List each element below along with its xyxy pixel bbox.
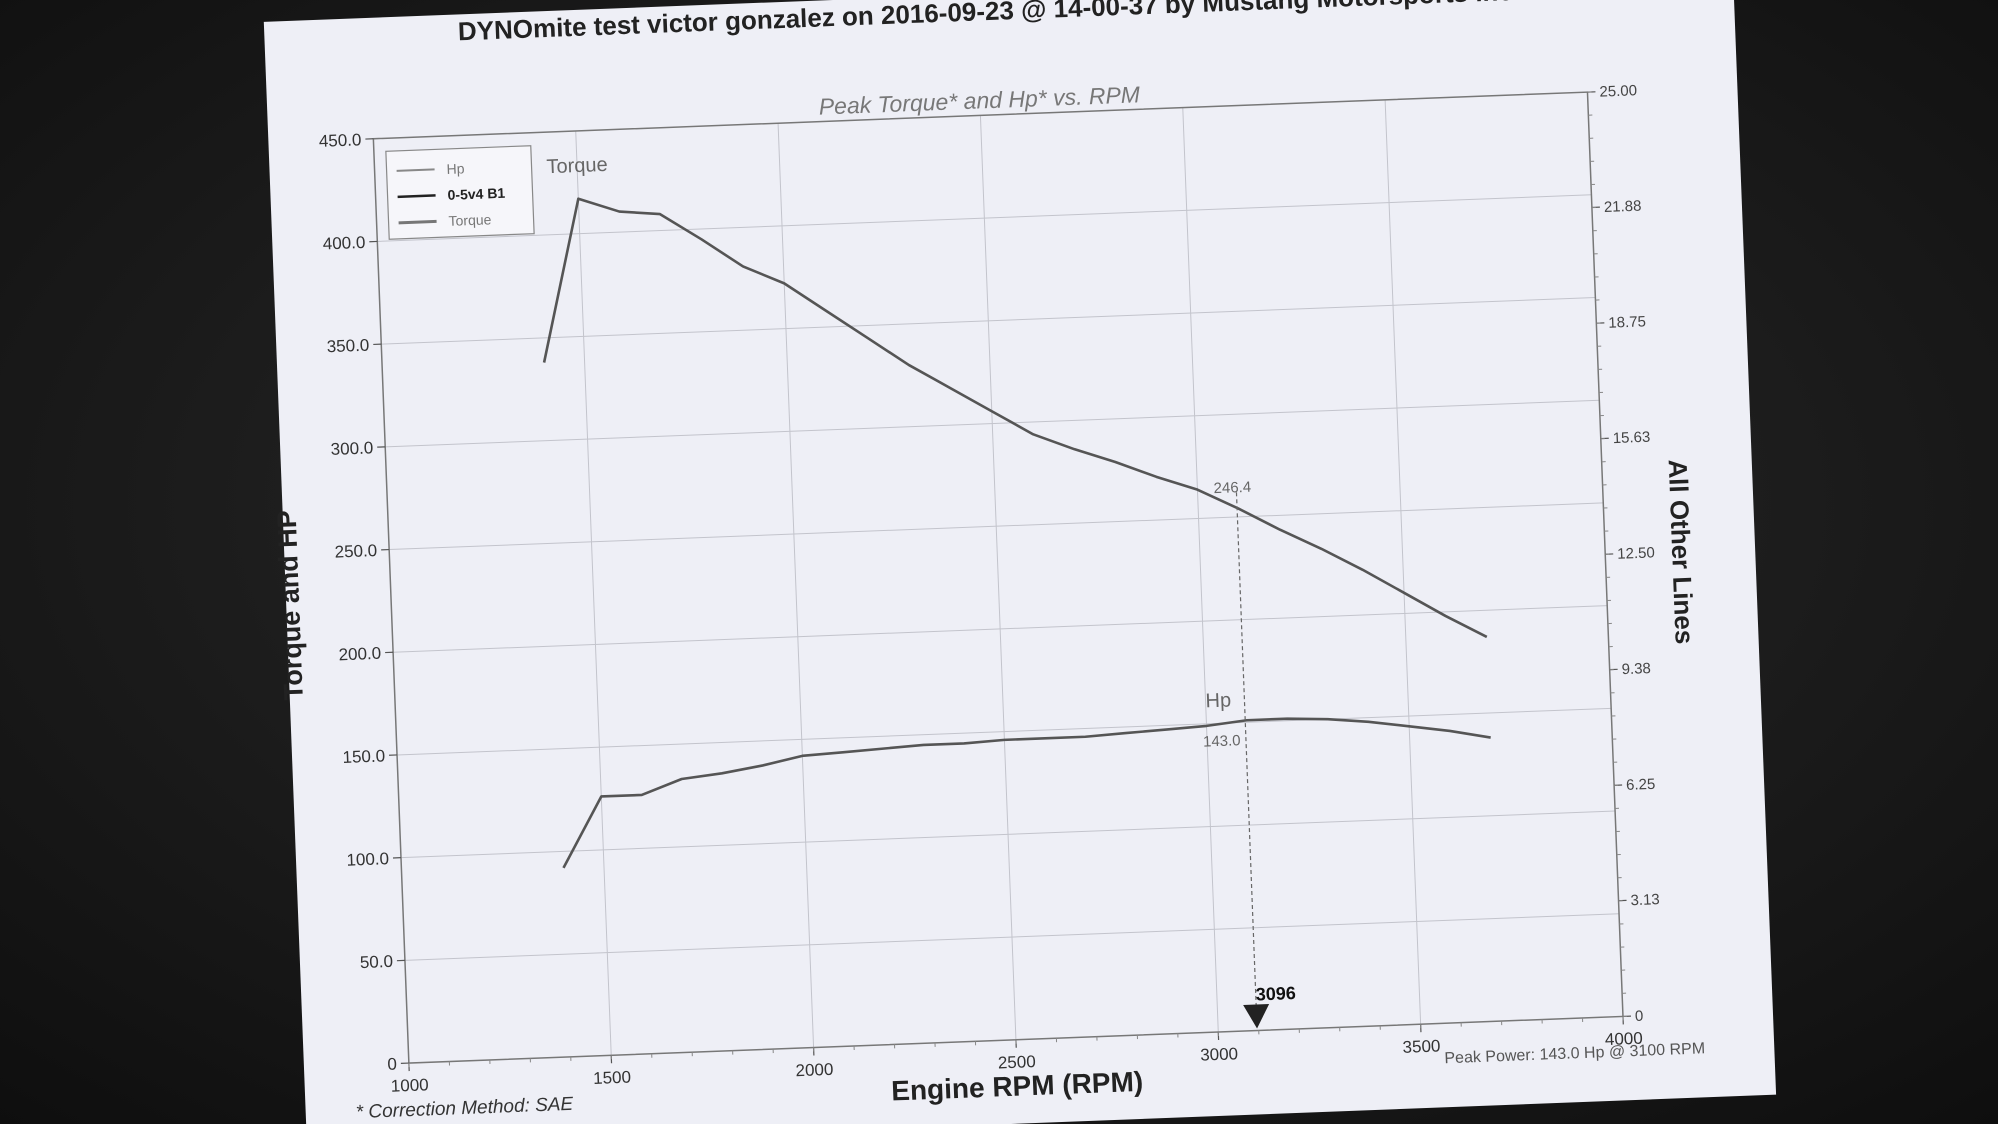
annotation-label: Hp [1205, 689, 1231, 712]
x-tick-label: 4000 [1605, 1029, 1644, 1049]
y2-tick-label: 15.63 [1612, 429, 1650, 447]
y-tick-label: 300.0 [330, 438, 373, 459]
x-tick-label: 1000 [390, 1075, 429, 1095]
marker-triangle [1243, 1003, 1270, 1029]
y-tick-label: 400.0 [322, 233, 365, 254]
x-tick-label: 1500 [593, 1068, 632, 1088]
y2-tick-label: 12.50 [1617, 544, 1655, 562]
y-axis-ticks: 0 50.0 100.0 150.0 200.0 250.0 300.0 350.0 400.0… [319, 130, 409, 1074]
marker: 3096 [1235, 492, 1296, 1029]
series-layer [542, 197, 1491, 869]
y-tick-label: 200.0 [338, 644, 381, 665]
x-tick-label: 2500 [998, 1052, 1037, 1072]
marker-label: 3096 [1255, 983, 1296, 1005]
legend-entry-torque: Torque [448, 211, 492, 229]
y2-tick-label: 18.75 [1608, 313, 1646, 331]
paper-sheet [263, 0, 1777, 1124]
grid-line-x [777, 123, 815, 1048]
y-tick-label: 100.0 [346, 849, 389, 870]
y2-tick-label: 3.13 [1630, 891, 1660, 909]
y-tick-label: 50.0 [360, 952, 394, 972]
x-tick-label: 2000 [795, 1060, 834, 1080]
y-axis-label: Torque and HP [272, 510, 309, 701]
y-tick-label: 250.0 [334, 541, 377, 562]
y-tick-label: 350.0 [326, 336, 369, 357]
y2-tick-label: 6.25 [1626, 776, 1656, 794]
annotation-label: Torque [546, 154, 608, 178]
legend-entry-sensor: 0-5v4 B1 [447, 185, 505, 203]
x-tick-label: 3500 [1402, 1036, 1441, 1056]
y2-axis-ticks: 0 3.13 6.25 9.38 12.50 15.63 18.75 21.88 25.00 [1587, 82, 1660, 1025]
legend-line-hp [396, 168, 435, 172]
y-tick-label: 450.0 [319, 130, 362, 151]
grid-lines [377, 99, 1620, 1056]
y-tick-label: 0 [387, 1055, 397, 1074]
legend-entry-hp: Hp [446, 160, 465, 177]
legend-line-torque [398, 219, 437, 225]
annotation-layer: Torque Hp 246.4 143.0 [546, 154, 1251, 751]
grid-line-x [1182, 107, 1219, 1032]
legend-line-sensor [397, 194, 436, 199]
chart: Peak Torque* and Hp* vs. RPM 050.0100.01… [272, 81, 1700, 1106]
legend: Hp 0-5v4 B1 Torque [385, 145, 535, 240]
x-tick-label: 3000 [1200, 1044, 1239, 1064]
y-tick-label: 150.0 [342, 746, 385, 767]
series-line-hp [562, 717, 1491, 869]
grid-line-x [979, 115, 1017, 1040]
grid-line-x [575, 130, 612, 1056]
y2-tick-label: 9.38 [1621, 660, 1651, 678]
y2-tick-label: 21.88 [1604, 198, 1642, 216]
grid-line-x [1384, 99, 1422, 1025]
y2-tick-label: 0 [1635, 1008, 1644, 1025]
annotation-label: 143.0 [1203, 732, 1241, 750]
x-axis-ticks: 1000 1500 2000 2500 3000 3500 4000 [390, 1016, 1643, 1096]
y2-tick-label: 25.00 [1599, 82, 1637, 100]
marker-line [1235, 492, 1258, 1027]
y2-axis-label: All Other Lines [1663, 459, 1700, 645]
annotation-label: 246.4 [1213, 479, 1251, 497]
series-line-torque [542, 197, 1488, 639]
